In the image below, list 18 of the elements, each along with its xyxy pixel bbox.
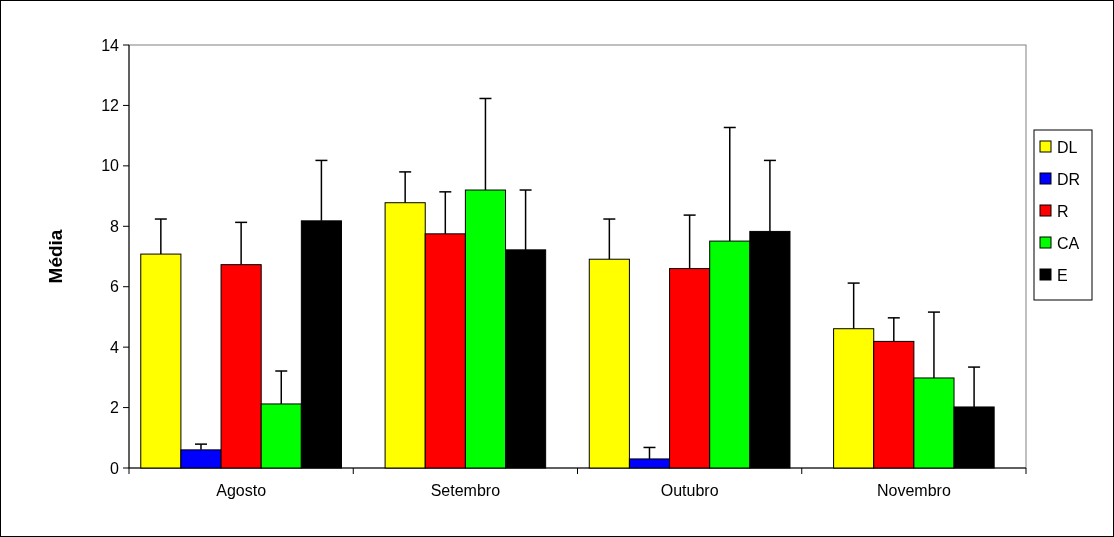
y-tick-label: 8 xyxy=(110,217,120,235)
y-tick-label: 10 xyxy=(101,157,120,175)
x-tick-label: Novembro xyxy=(876,482,951,499)
x-tick-label: Agosto xyxy=(216,482,267,499)
y-tick-label: 12 xyxy=(101,97,120,115)
legend-label: CA xyxy=(1057,234,1080,252)
y-tick-label: 14 xyxy=(101,36,120,54)
legend-label: DL xyxy=(1057,138,1078,156)
legend-label: R xyxy=(1057,202,1069,220)
x-tick-label: Setembro xyxy=(430,482,501,499)
y-tick-label: 0 xyxy=(110,459,120,477)
y-axis-title: Média xyxy=(45,229,66,284)
legend-label: E xyxy=(1057,266,1068,284)
legend-label: DR xyxy=(1057,170,1081,188)
y-tick-label: 2 xyxy=(110,399,120,417)
y-tick-label: 4 xyxy=(110,338,120,356)
x-tick-label: Outubro xyxy=(660,482,719,499)
y-tick-label: 6 xyxy=(110,278,120,296)
